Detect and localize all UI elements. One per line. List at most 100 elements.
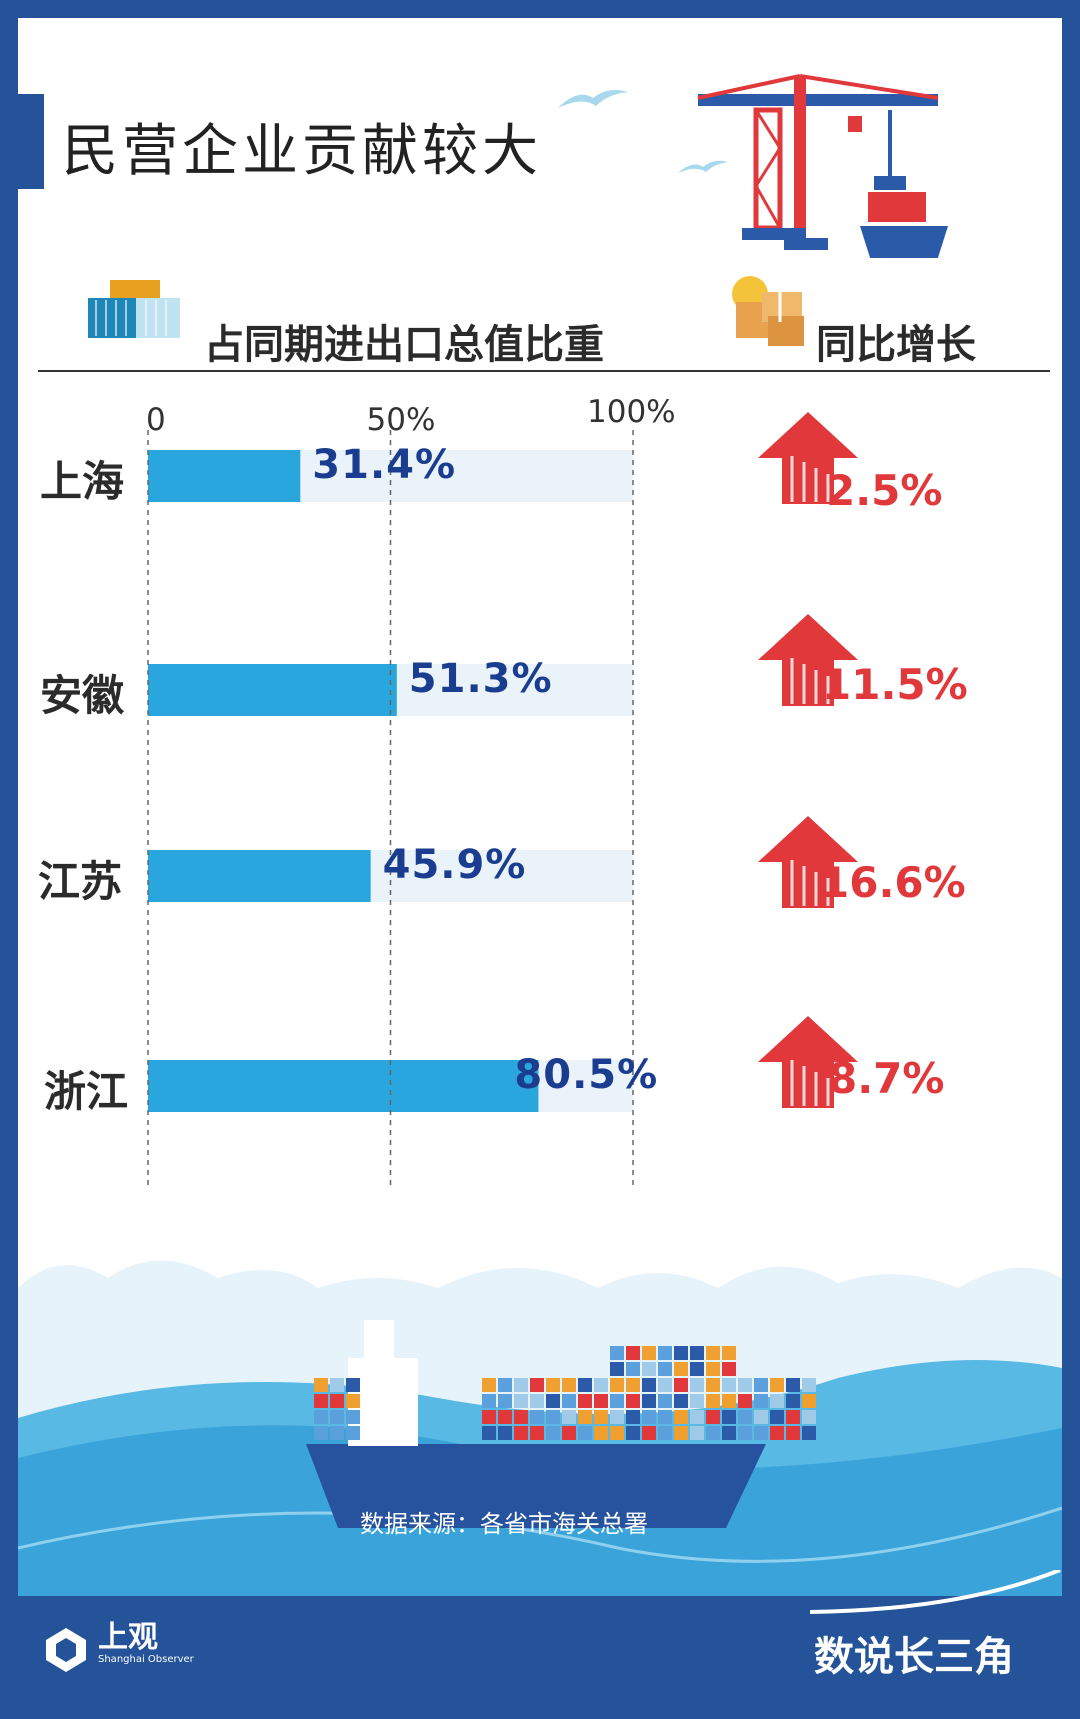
ship-container (626, 1394, 640, 1408)
ship-container (482, 1394, 496, 1408)
growth-arrow-icon (758, 614, 858, 706)
legend-divider (38, 370, 1050, 372)
ship-container (530, 1426, 544, 1440)
share-value-label: 80.5% (514, 1052, 659, 1098)
ship-container (562, 1394, 576, 1408)
ship-container (674, 1394, 688, 1408)
ship-container (314, 1426, 328, 1440)
brand-name: 上观 (98, 1620, 158, 1655)
growth-value-label: 8.7% (828, 1054, 945, 1103)
ship-container (482, 1410, 496, 1424)
growth-value-label: 11.5% (822, 660, 968, 709)
ship-container (562, 1378, 576, 1392)
boxes-legend-icon (732, 276, 804, 346)
ship-container (346, 1410, 360, 1424)
ship-container (658, 1346, 672, 1360)
ship-container (786, 1426, 800, 1440)
ship-container (562, 1410, 576, 1424)
ship-container (642, 1394, 656, 1408)
ship-container (626, 1362, 640, 1376)
ship-container (754, 1426, 768, 1440)
share-bar (148, 850, 371, 902)
region-label: 浙江 (44, 1067, 129, 1116)
column-series-name: 数说长三角 (814, 1633, 1014, 1680)
ship-container (786, 1378, 800, 1392)
ship-container (690, 1378, 704, 1392)
ship-container (802, 1410, 816, 1424)
ship-container (690, 1362, 704, 1376)
ship-container (642, 1426, 656, 1440)
infographic-card: 民营企业贡献较大 占同期进出口总值比重 (18, 18, 1062, 1596)
ship-container (642, 1362, 656, 1376)
ship-container (770, 1394, 784, 1408)
ship-container (610, 1394, 624, 1408)
share-value-label: 31.4% (312, 442, 457, 488)
ship-container (498, 1394, 512, 1408)
ship-container (722, 1426, 736, 1440)
ship-container (610, 1410, 624, 1424)
ship-container (674, 1362, 688, 1376)
ship-container (314, 1410, 328, 1424)
ship-container (690, 1394, 704, 1408)
ship-container (754, 1410, 768, 1424)
ship-container (482, 1426, 496, 1440)
region-label: 安徽 (40, 671, 125, 720)
ship-container (498, 1426, 512, 1440)
ship-container (770, 1378, 784, 1392)
ship-container (658, 1362, 672, 1376)
ship-container (674, 1378, 688, 1392)
growth-value-label: 16.6% (820, 858, 966, 907)
ship-container (642, 1378, 656, 1392)
ship-container (314, 1378, 328, 1392)
ship-container (674, 1410, 688, 1424)
ship-container (658, 1378, 672, 1392)
share-bar (148, 664, 397, 716)
ship-container (642, 1410, 656, 1424)
ship-container (578, 1426, 592, 1440)
ship-container (658, 1410, 672, 1424)
ship-container (626, 1346, 640, 1360)
ship-container (642, 1346, 656, 1360)
x-tick-label: 0 (146, 402, 166, 438)
corner-swoosh (810, 1570, 1061, 1614)
ship-container (626, 1378, 640, 1392)
growth-arrow-icon (758, 412, 858, 504)
brand-subtitle: Shanghai Observer (98, 1654, 194, 1665)
cargo-ship-icon (306, 1320, 816, 1528)
ship-container (706, 1426, 720, 1440)
growth-arrow-icon (758, 816, 858, 908)
ship-container (706, 1394, 720, 1408)
ship-container (626, 1410, 640, 1424)
ship-container (346, 1394, 360, 1408)
seagull-icon (558, 90, 628, 108)
ship-container (690, 1426, 704, 1440)
ship-container (330, 1378, 344, 1392)
ship-container (738, 1378, 752, 1392)
share-value-label: 45.9% (382, 842, 527, 888)
crane-illustration (558, 74, 948, 258)
ship-container (802, 1394, 816, 1408)
legend-growth-label: 同比增长 (816, 322, 976, 368)
ship-container (610, 1346, 624, 1360)
ship-container (594, 1378, 608, 1392)
share-bar-chart (147, 412, 858, 1188)
region-label: 上海 (40, 457, 125, 506)
ship-container (770, 1426, 784, 1440)
ship-container (330, 1410, 344, 1424)
ship-container (786, 1394, 800, 1408)
ship-container (594, 1410, 608, 1424)
region-label: 江苏 (38, 857, 123, 906)
ship-container (578, 1378, 592, 1392)
ship-container (738, 1394, 752, 1408)
ship-container (706, 1378, 720, 1392)
ship-container (626, 1426, 640, 1440)
ship-container (514, 1426, 528, 1440)
ship-container (722, 1394, 736, 1408)
ship-container (706, 1362, 720, 1376)
ship-container (530, 1410, 544, 1424)
harbor-illustration (18, 1260, 1062, 1596)
data-source-caption: 数据来源：各省市海关总署 (360, 1510, 648, 1538)
ship-container (770, 1410, 784, 1424)
x-tick-label: 50% (366, 402, 436, 438)
ship-container (530, 1378, 544, 1392)
